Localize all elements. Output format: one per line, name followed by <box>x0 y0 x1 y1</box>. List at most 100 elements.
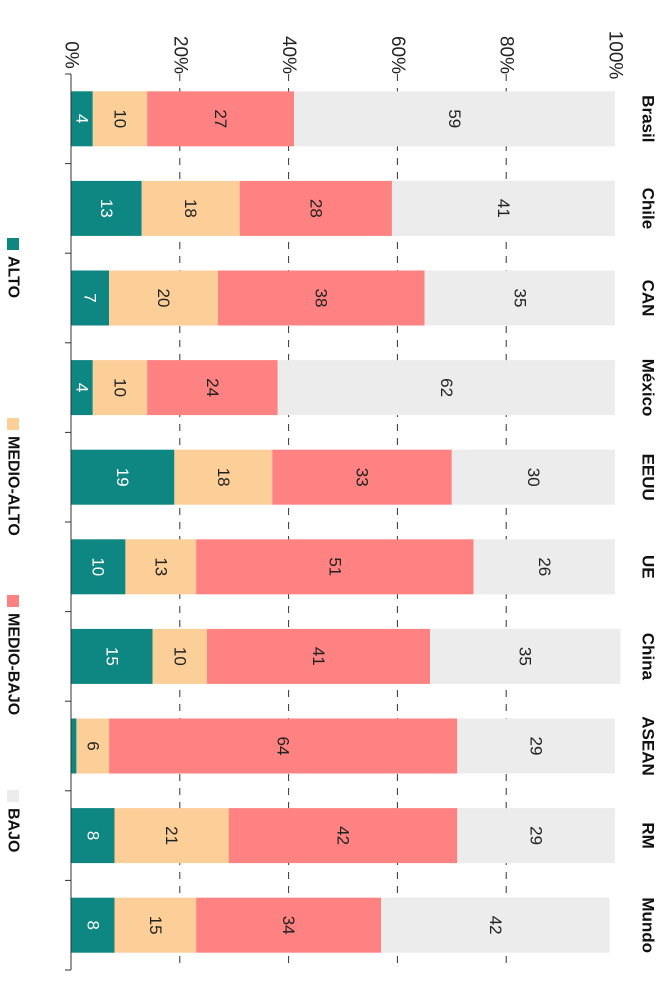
bar-segment-medio-bajo-9 <box>196 897 382 953</box>
data-label: 29 <box>527 737 546 756</box>
data-label: 15 <box>102 647 121 666</box>
data-label: 13 <box>97 199 116 218</box>
bars: 4 10 27 59 13 18 28 41 7 20 38 35 4 10 24 62 19 18 33 30 10 1… <box>71 91 621 953</box>
bar-segment-alto-7 <box>71 718 77 774</box>
data-label: 28 <box>306 199 325 218</box>
bar-segment-bajo-4 <box>451 449 615 505</box>
bar-segment-bajo-2 <box>424 270 615 326</box>
data-label: 30 <box>524 468 543 487</box>
y-tick-label: 20% <box>169 36 190 74</box>
bar-segment-alto-5 <box>71 539 126 595</box>
category-label: China <box>639 633 658 681</box>
data-label: 18 <box>214 468 233 487</box>
data-label: 4 <box>72 383 91 392</box>
category-label: CAN <box>639 280 658 317</box>
data-label: 18 <box>181 199 200 218</box>
data-label: 35 <box>516 647 535 666</box>
bar-segment-medio-alto-4 <box>174 449 273 505</box>
legend-swatch-bajo <box>7 790 19 802</box>
data-label: 42 <box>334 826 353 845</box>
y-tick-label: 80% <box>496 36 517 74</box>
bar-segment-bajo-8 <box>457 808 615 864</box>
bar-segment-medio-bajo-2 <box>217 270 425 326</box>
bar-segment-medio-alto-5 <box>125 539 197 595</box>
data-label: 20 <box>154 289 173 308</box>
data-label: 33 <box>353 468 372 487</box>
bar-segment-medio-bajo-3 <box>147 360 278 416</box>
data-label: 24 <box>203 378 222 397</box>
category-label: UE <box>639 555 658 579</box>
bar-segment-bajo-0 <box>294 91 615 147</box>
data-label: 59 <box>445 109 464 128</box>
bar-segment-bajo-6 <box>430 628 621 684</box>
y-tick-label: 100% <box>605 31 626 80</box>
data-label: 38 <box>312 289 331 308</box>
bar-segment-medio-bajo-4 <box>272 449 452 505</box>
legend-swatch-medio-bajo <box>7 595 19 607</box>
y-tick-label: 0% <box>61 41 82 69</box>
data-label: 42 <box>486 916 505 935</box>
legend-swatch-alto <box>7 238 19 250</box>
bar-segment-medio-alto-9 <box>114 897 197 953</box>
bar-segment-medio-alto-8 <box>114 808 229 864</box>
data-label: 13 <box>151 557 170 576</box>
bar-segment-medio-bajo-8 <box>228 808 458 864</box>
bar-segment-medio-bajo-1 <box>239 180 392 236</box>
bar-segment-bajo-1 <box>391 180 615 236</box>
bar-segment-medio-alto-1 <box>141 180 240 236</box>
category-axis <box>65 73 72 971</box>
data-label: 10 <box>110 109 129 128</box>
bar-segment-bajo-9 <box>381 897 610 953</box>
bar-segment-medio-bajo-6 <box>207 628 431 684</box>
bar-segment-alto-9 <box>71 897 115 953</box>
bar-segment-medio-alto-2 <box>109 270 218 326</box>
data-label: 26 <box>535 557 554 576</box>
bar-segment-bajo-3 <box>277 360 615 416</box>
bar-segment-medio-alto-0 <box>92 91 148 147</box>
data-label: 35 <box>510 289 529 308</box>
category-label: Chile <box>639 188 658 230</box>
data-label: 15 <box>146 916 165 935</box>
legend-label: MEDIO-ALTO <box>5 436 22 536</box>
bar-segment-alto-6 <box>71 628 153 684</box>
bar-segment-alto-4 <box>71 449 175 505</box>
bar-segment-alto-2 <box>71 270 110 326</box>
bar-segment-medio-bajo-7 <box>109 718 458 774</box>
category-label: EEUU <box>639 454 658 501</box>
bar-segment-bajo-5 <box>473 539 615 595</box>
bar-segment-alto-8 <box>71 808 115 864</box>
y-tick-label: 60% <box>387 36 408 74</box>
bar-segment-alto-1 <box>71 180 142 236</box>
bar-segment-medio-bajo-0 <box>147 91 295 147</box>
data-label: 34 <box>279 916 298 935</box>
category-label: México <box>639 359 658 417</box>
category-label: ASEAN <box>639 716 658 776</box>
bar-segment-medio-alto-3 <box>92 360 148 416</box>
category-label: RM <box>639 822 658 848</box>
data-label: 10 <box>170 647 189 666</box>
data-label: 27 <box>211 109 230 128</box>
legend-swatch-medio-alto <box>7 418 19 430</box>
bar-segment-bajo-7 <box>457 718 615 774</box>
bar-segment-alto-0 <box>71 91 93 147</box>
legend: ALTO MEDIO-ALTO MEDIO-BAJO BAJO <box>5 238 22 852</box>
data-label: 62 <box>437 378 456 397</box>
data-label: 21 <box>162 826 181 845</box>
data-label: 10 <box>89 557 108 576</box>
data-label: 29 <box>527 826 546 845</box>
bar-segment-alto-3 <box>71 360 93 416</box>
data-label: 4 <box>72 114 91 123</box>
data-label: 10 <box>110 378 129 397</box>
category-label: Mundo <box>639 897 658 953</box>
legend-label: MEDIO-BAJO <box>5 613 22 715</box>
data-label: 41 <box>494 199 513 218</box>
data-label: 41 <box>309 647 328 666</box>
legend-label: ALTO <box>5 256 22 298</box>
category-label: Brasil <box>639 95 658 142</box>
data-label: 7 <box>81 293 100 302</box>
data-label: 64 <box>274 737 293 756</box>
data-label: 19 <box>113 468 132 487</box>
legend-label: BAJO <box>5 808 22 852</box>
data-label: 8 <box>83 920 102 929</box>
